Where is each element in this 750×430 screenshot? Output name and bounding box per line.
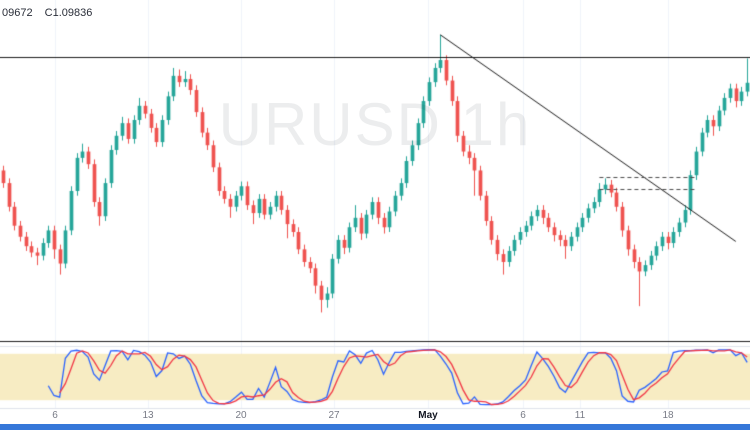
time-axis-label: 27: [328, 410, 340, 421]
ohlc-legend: 09672 C1.09836: [2, 7, 101, 19]
time-axis-label: 13: [142, 410, 154, 421]
time-axis-label: 6: [520, 410, 526, 421]
time-axis[interactable]: 6 13 20 27 May 6 11 18: [0, 409, 750, 424]
ohlc-legend-close: C1.09836: [44, 7, 93, 19]
ohlc-legend-low-partial: 09672: [2, 7, 33, 19]
time-axis-label: 18: [662, 410, 674, 421]
time-axis-label: May: [418, 410, 438, 421]
time-axis-label: 11: [574, 410, 586, 421]
time-axis-label: 20: [235, 410, 247, 421]
time-axis-label: 6: [52, 410, 58, 421]
bottom-taskbar-strip: [0, 424, 750, 430]
